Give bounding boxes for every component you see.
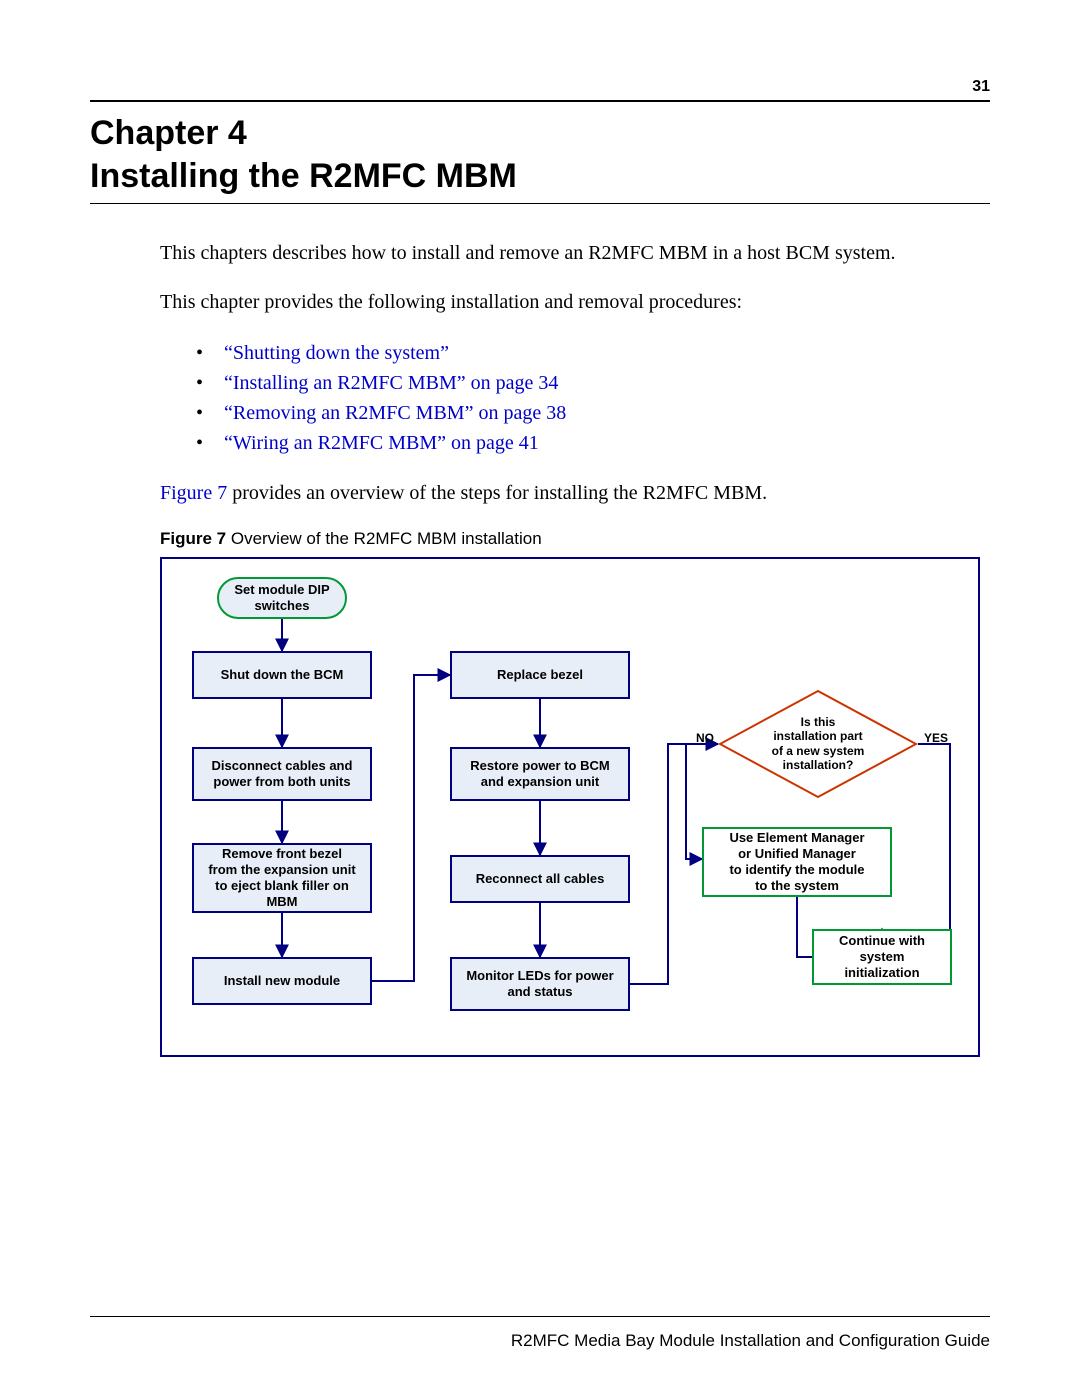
node-disconnect-cables: Disconnect cables andpower from both uni… xyxy=(192,747,372,801)
page-number: 31 xyxy=(972,78,990,96)
procedure-links: “Shutting down the system” “Installing a… xyxy=(190,338,990,458)
node-set-dip-switches: Set module DIPswitches xyxy=(217,577,347,619)
node-remove-front-bezel: Remove front bezelfrom the expansion uni… xyxy=(192,843,372,913)
node-reconnect-cables: Reconnect all cables xyxy=(450,855,630,903)
figure-label: Figure 7 xyxy=(160,529,226,548)
link-installing[interactable]: “Installing an R2MFC MBM” on page 34 xyxy=(190,368,990,398)
node-install-new-module: Install new module xyxy=(192,957,372,1005)
figure-caption-text: Overview of the R2MFC MBM installation xyxy=(226,529,542,548)
node-decision-new-system: Is thisinstallation partof a new systemi… xyxy=(718,689,918,799)
figure-reference-sentence: Figure 7 provides an overview of the ste… xyxy=(160,480,990,507)
figure-reference-link[interactable]: Figure 7 xyxy=(160,482,227,504)
chapter-name: Installing the R2MFC MBM xyxy=(90,157,517,195)
footer-title: R2MFC Media Bay Module Installation and … xyxy=(511,1331,990,1351)
flowchart-figure: Set module DIPswitches Shut down the BCM… xyxy=(160,557,980,1057)
chapter-title: Chapter 4 Installing the R2MFC MBM xyxy=(90,112,990,197)
node-continue-initialization: Continue withsysteminitialization xyxy=(812,929,952,985)
edge-label-no: NO xyxy=(696,731,714,745)
title-underline xyxy=(90,203,990,204)
figure-reference-rest: provides an overview of the steps for in… xyxy=(227,482,767,504)
node-use-element-manager: Use Element Manageror Unified Managerto … xyxy=(702,827,892,897)
node-replace-bezel: Replace bezel xyxy=(450,651,630,699)
link-removing[interactable]: “Removing an R2MFC MBM” on page 38 xyxy=(190,398,990,428)
chapter-number: Chapter 4 xyxy=(90,114,247,152)
footer-rule xyxy=(90,1316,990,1317)
document-page: 31 Chapter 4 Installing the R2MFC MBM Th… xyxy=(0,0,1080,1397)
link-wiring[interactable]: “Wiring an R2MFC MBM” on page 41 xyxy=(190,428,990,458)
node-shut-down-bcm: Shut down the BCM xyxy=(192,651,372,699)
intro-paragraph-1: This chapters describes how to install a… xyxy=(160,240,990,267)
intro-paragraph-2: This chapter provides the following inst… xyxy=(160,289,990,316)
link-shutdown[interactable]: “Shutting down the system” xyxy=(190,338,990,368)
node-restore-power: Restore power to BCMand expansion unit xyxy=(450,747,630,801)
top-rule xyxy=(90,100,990,102)
node-monitor-leds: Monitor LEDs for powerand status xyxy=(450,957,630,1011)
edge-label-yes: YES xyxy=(924,731,948,745)
figure-caption: Figure 7 Overview of the R2MFC MBM insta… xyxy=(160,529,990,549)
